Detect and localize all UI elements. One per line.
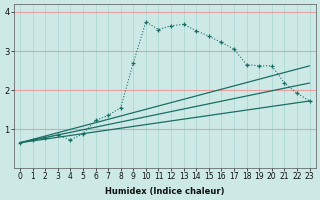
X-axis label: Humidex (Indice chaleur): Humidex (Indice chaleur) [105,187,225,196]
